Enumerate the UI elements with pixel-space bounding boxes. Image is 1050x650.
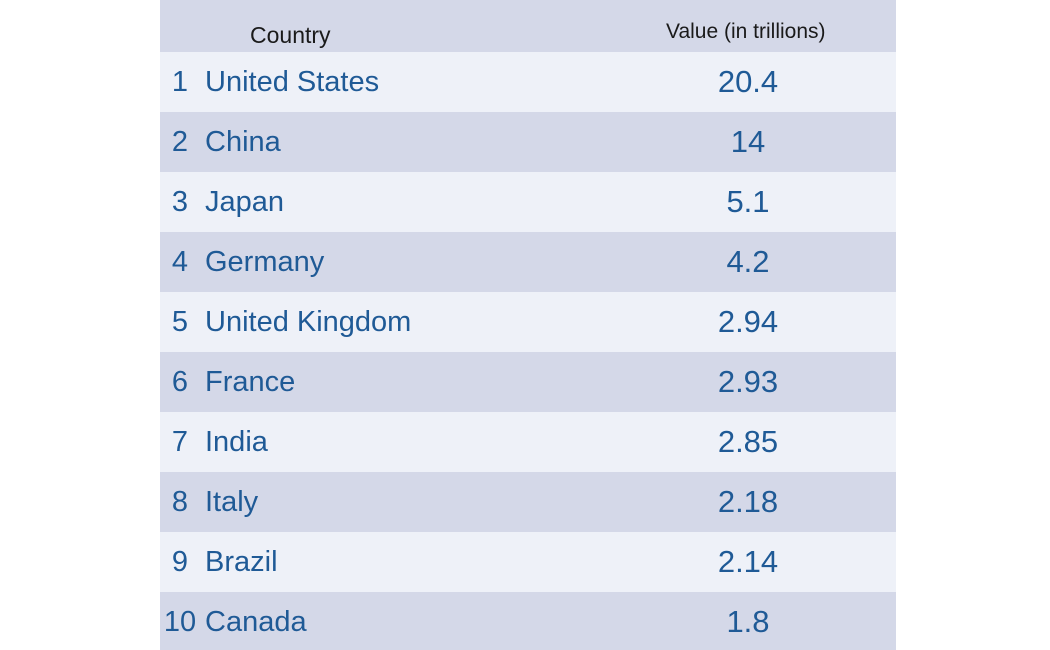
- country-cell: India: [205, 426, 268, 458]
- header-country: Country: [250, 22, 331, 48]
- table-row: 3 Japan 5.1: [160, 172, 896, 232]
- country-cell: China: [205, 126, 281, 158]
- rank-cell: 2: [171, 126, 189, 158]
- table-row: 4 Germany 4.2: [160, 232, 896, 292]
- country-cell: United Kingdom: [205, 306, 412, 338]
- rank-cell: 1: [171, 66, 189, 98]
- value-cell: 2.18: [717, 484, 779, 519]
- country-cell: Japan: [205, 186, 285, 218]
- rank-cell: 7: [171, 426, 189, 458]
- value-cell: 5.1: [726, 184, 770, 219]
- rank-cell: 3: [171, 186, 189, 218]
- rank-cell: 9: [171, 546, 189, 578]
- value-cell: 2.94: [717, 304, 779, 339]
- value-cell: 2.85: [717, 424, 779, 459]
- rank-cell: 4: [171, 246, 189, 278]
- country-value-table: Country Value (in trillions) 1 United Sta…: [160, 0, 896, 650]
- table-row: 7 India 2.85: [160, 412, 896, 472]
- rank-cell: 5: [171, 306, 189, 338]
- table-row: 1 United States 20.4: [160, 52, 896, 112]
- table-row: 8 Italy 2.18: [160, 472, 896, 532]
- value-cell: 20.4: [717, 64, 779, 99]
- country-cell: Italy: [205, 486, 259, 518]
- table-header: Country Value (in trillions): [160, 0, 896, 52]
- rank-cell: 10: [163, 606, 197, 638]
- table-row: 6 France 2.93: [160, 352, 896, 412]
- table-row: 10 Canada 1.8: [160, 592, 896, 650]
- table-row: 2 China 14: [160, 112, 896, 172]
- value-cell: 4.2: [726, 244, 770, 279]
- value-cell: 1.8: [726, 604, 770, 639]
- rank-cell: 8: [171, 486, 189, 518]
- country-cell: France: [205, 366, 296, 398]
- header-value: Value (in trillions): [666, 20, 826, 43]
- table-row: 5 United Kingdom 2.94: [160, 292, 896, 352]
- country-cell: United States: [205, 66, 380, 98]
- value-cell: 14: [730, 124, 766, 159]
- rank-cell: 6: [171, 366, 189, 398]
- country-cell: Brazil: [205, 546, 278, 578]
- table-row: 9 Brazil 2.14: [160, 532, 896, 592]
- country-cell: Germany: [205, 246, 325, 278]
- country-cell: Canada: [205, 606, 307, 638]
- value-cell: 2.14: [717, 544, 779, 579]
- value-cell: 2.93: [717, 364, 779, 399]
